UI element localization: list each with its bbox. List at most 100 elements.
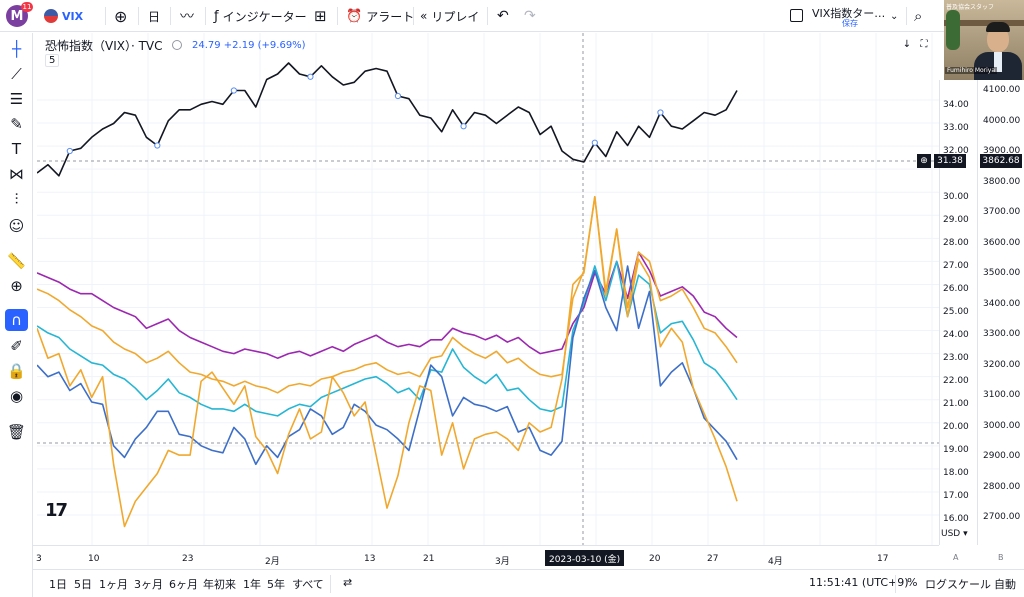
range-5d[interactable]: 5日 — [74, 578, 92, 591]
price-tick: 2800.00 — [983, 481, 1021, 492]
vix-marker[interactable] — [230, 87, 237, 94]
fib-icon[interactable]: ☰ — [9, 90, 24, 108]
ruler-icon[interactable]: 📏 — [7, 252, 26, 270]
currency-label: USD — [941, 529, 961, 539]
indicator-count-toggle[interactable]: 5 — [45, 54, 60, 67]
webcam-overlay: 普及協会スタッフ Fumihiro Moriya — [944, 0, 1024, 80]
webcam-name: Fumihiro Moriya — [945, 67, 998, 74]
indicators-button[interactable]: ƒ インジケーター — [214, 0, 307, 32]
percent-toggle[interactable]: % — [907, 576, 918, 589]
eye-icon[interactable]: ◉ — [9, 387, 24, 405]
price-axis-index[interactable]: 4100.00 4000.00 3900.00 3800.00 3700.00 3600.… — [977, 80, 1024, 545]
symbol-button[interactable]: VIX — [44, 0, 83, 32]
clock[interactable]: 11:51:41 (UTC+9) — [809, 576, 909, 589]
tradingview-logo[interactable]: 17 — [45, 500, 68, 521]
symbol-legend-title[interactable]: 恐怖指数（VIX）· TVC — [45, 39, 163, 53]
axis-a-label[interactable]: A — [953, 553, 959, 562]
emoji-icon[interactable]: ☺ — [8, 217, 25, 235]
price-tick: 3400.00 — [983, 298, 1021, 309]
vix-marker[interactable] — [460, 123, 467, 130]
avatar-letter: M — [10, 8, 24, 24]
pattern-icon[interactable]: ⋈ — [9, 165, 24, 183]
time-tick: 3月 — [495, 557, 510, 567]
range-5y[interactable]: 5年 — [267, 578, 285, 591]
interval-label: 日 — [148, 9, 161, 24]
range-all[interactable]: すべて — [292, 578, 324, 591]
crosshair-icon[interactable]: ┼ — [11, 40, 22, 58]
range-ytd[interactable]: 年初来 — [203, 578, 236, 591]
currency-selector[interactable]: USD ▾ — [941, 529, 968, 539]
price-tick: 17.00 — [943, 491, 969, 501]
series-vix[interactable] — [37, 62, 738, 177]
price-chart[interactable] — [37, 33, 939, 545]
magnet-icon[interactable]: ∩ — [5, 309, 28, 331]
range-1y[interactable]: 1年 — [243, 578, 261, 591]
vix-marker[interactable] — [307, 73, 314, 80]
text-icon[interactable]: T — [11, 140, 22, 158]
price-axis-vix[interactable]: 34.00 33.00 32.00 30.00 29.00 28.00 27.00 26.00… — [939, 80, 977, 545]
trendline-icon[interactable]: ⟋ — [11, 65, 22, 83]
price-tick: 3900.00 — [983, 146, 1021, 156]
time-axis[interactable]: 3 10 23 2月 13 21 3月 20 27 4月 17 2023-03-10 (金) — [33, 545, 939, 569]
price-tick: 18.00 — [943, 468, 969, 478]
grid-icon[interactable]: ⊞ — [314, 7, 327, 25]
series-orange-fast[interactable] — [37, 196, 738, 528]
status-circle-icon — [172, 40, 182, 50]
log-scale-toggle[interactable]: ログスケール — [925, 578, 991, 591]
symbol-label: VIX — [62, 9, 84, 23]
alert-button[interactable]: ⏰ アラート — [346, 0, 414, 32]
fullscreen-icon[interactable]: ⛶ — [920, 38, 928, 50]
brush-icon[interactable]: ✎ — [10, 115, 23, 133]
range-6m[interactable]: 6ヶ月 — [169, 578, 198, 591]
top-toolbar: M 11 VIX ⊕ 日 〰 ƒ インジケーター ⊞ ⏰ アラート « リプレイ… — [0, 0, 1024, 32]
price-tick: 24.00 — [943, 330, 969, 340]
auto-scale-toggle[interactable]: 自動 — [994, 578, 1016, 591]
vix-marker[interactable] — [66, 147, 73, 155]
price-tick: 3700.00 — [983, 207, 1021, 217]
scroll-down-icon[interactable]: ↓ — [902, 38, 912, 50]
vix-marker[interactable] — [591, 139, 598, 146]
replay-button[interactable]: « リプレイ — [420, 0, 479, 32]
date-range-icon[interactable]: ⇄ — [343, 576, 353, 589]
zoom-icon[interactable]: ⊕ — [10, 277, 23, 295]
vix-marker[interactable] — [394, 92, 402, 100]
redo-icon[interactable]: ↷ — [524, 8, 536, 24]
plus-icon[interactable]: ⊕ — [114, 6, 128, 26]
add-alert-plus-icon[interactable]: ⊕ — [917, 154, 931, 168]
price-tick: 4000.00 — [983, 115, 1021, 126]
lock-drawing-icon[interactable]: ✐ — [10, 337, 23, 355]
indicators-label: インジケーター — [222, 9, 307, 24]
time-tick: 17 — [877, 554, 889, 564]
price-tick: 23.00 — [943, 353, 969, 363]
layout-name[interactable]: VIX指数ター… — [812, 7, 886, 20]
range-1d[interactable]: 1日 — [49, 578, 67, 591]
layout-icon[interactable] — [790, 9, 803, 22]
lock-icon[interactable]: 🔒 — [7, 362, 26, 380]
price-tick: 19.00 — [943, 445, 969, 455]
series-purple[interactable] — [37, 251, 738, 360]
alert-label: アラート — [366, 9, 415, 24]
range-1m[interactable]: 1ヶ月 — [99, 578, 128, 591]
search-icon[interactable]: ⌕ — [914, 7, 923, 25]
price-tick: 33.00 — [943, 123, 969, 133]
chevron-down-icon[interactable]: ⌄ — [890, 10, 899, 22]
indicators-icon: ƒ — [214, 8, 219, 24]
trash-icon[interactable]: 🗑 — [6, 423, 27, 441]
time-tick: 20 — [649, 554, 661, 564]
axis-b-label[interactable]: B — [998, 553, 1004, 562]
vix-marker[interactable] — [154, 142, 161, 149]
vix-marker[interactable] — [657, 109, 664, 116]
interval-button[interactable]: 日 — [148, 0, 160, 32]
prediction-icon[interactable]: ⫶ — [14, 190, 19, 208]
series-cyan[interactable] — [37, 260, 738, 417]
range-3m[interactable]: 3ヶ月 — [134, 578, 163, 591]
time-tick: 27 — [707, 554, 719, 564]
undo-icon[interactable]: ↶ — [497, 8, 509, 24]
price-tick: 22.00 — [943, 376, 969, 386]
crosshair-date-label: 2023-03-10 (金) — [545, 550, 625, 566]
plant-image — [946, 10, 960, 50]
us-flag-icon — [44, 9, 58, 23]
replay-label: リプレイ — [431, 9, 480, 24]
line-chart-icon[interactable]: 〰 — [180, 9, 194, 25]
series-blue[interactable] — [37, 265, 738, 466]
